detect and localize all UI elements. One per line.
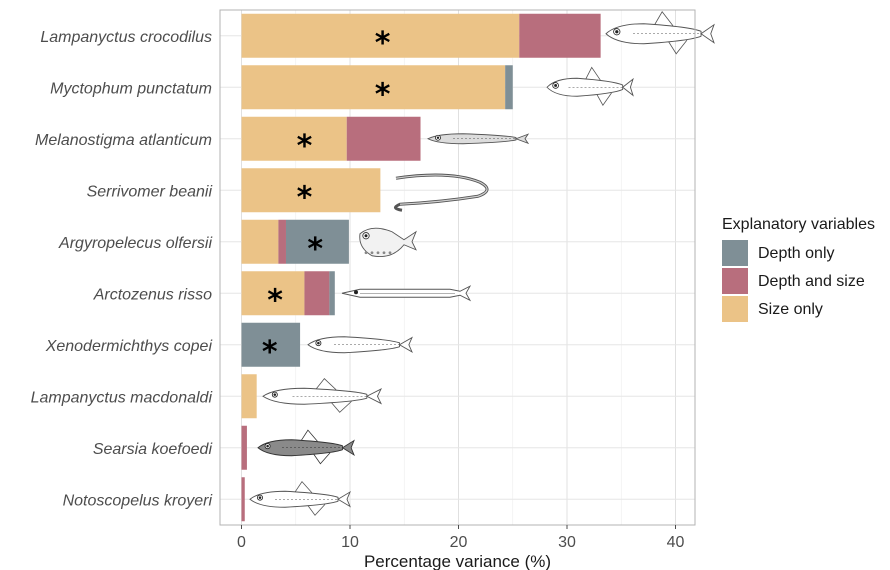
barracudina-icon (341, 285, 472, 302)
bar-depth-only (329, 271, 335, 316)
significance-star: * (307, 232, 323, 267)
sawtooth-eel-icon (394, 173, 489, 212)
bar-depth-only (241, 322, 301, 367)
y-tick-label: Argyropelecus olfersii (58, 235, 212, 252)
bar-size-only (241, 13, 520, 58)
bar-size-only (241, 168, 381, 213)
x-tick-label: 0 (237, 534, 246, 551)
panel-border (219, 9, 696, 526)
fish-illustrations (249, 11, 715, 516)
y-tick-label: Lampanyctus crocodilus (40, 29, 212, 46)
bar-size-only (241, 374, 257, 419)
x-tick-label: 40 (667, 534, 685, 551)
lanternfish-icon (605, 11, 715, 55)
annotations: * * * * * * * (262, 26, 391, 370)
y-tick-label: Melanostigma atlanticum (35, 132, 212, 149)
bar-size-only (241, 271, 305, 316)
legend-label: Depth only (758, 245, 835, 262)
legend-key (722, 296, 748, 322)
x-axis-label: Percentage variance (%) (364, 552, 551, 570)
bars (241, 13, 601, 522)
significance-star: * (297, 180, 313, 215)
lanternfish-icon (262, 378, 382, 413)
legend-key (722, 240, 748, 266)
x-tick-label: 30 (558, 534, 576, 551)
legend-label: Depth and size (758, 273, 865, 290)
significance-star: * (262, 335, 278, 370)
bar-depth-and-size (346, 116, 421, 161)
legend-title: Explanatory variables (722, 216, 875, 233)
y-tick-label: Xenodermichthys copei (45, 338, 213, 355)
tubeshoulder-icon (257, 429, 355, 465)
x-tick-label: 20 (450, 534, 468, 551)
bar-depth-and-size (519, 13, 601, 58)
y-axis-labels: Lampanyctus crocodilus Myctophum punctatu… (31, 29, 213, 510)
significance-star: * (375, 77, 391, 112)
y-tick-label: Searsia koefoedi (93, 441, 213, 458)
eelpout-icon (426, 133, 530, 145)
significance-star: * (267, 283, 283, 318)
bar-depth-only (505, 65, 513, 110)
y-tick-label: Myctophum punctatum (50, 80, 212, 97)
bar-size-only (241, 65, 506, 110)
bar-depth-and-size (304, 271, 330, 316)
bar-depth-and-size (241, 477, 245, 522)
significance-star: * (375, 26, 391, 61)
y-tick-label: Notoscopelus kroyeri (63, 492, 213, 509)
hatchetfish-icon (359, 227, 417, 258)
x-tick-label: 10 (341, 534, 359, 551)
y-tick-label: Serrivomer beanii (87, 183, 213, 200)
bar-size-only (241, 116, 347, 161)
legend-key (722, 268, 748, 294)
legend: Explanatory variables Depth only Depth an… (722, 216, 875, 322)
y-tick-label: Arctozenus risso (93, 286, 212, 303)
lanternfish-icon (546, 66, 634, 107)
bar-depth-and-size (241, 425, 247, 470)
bar-depth-and-size (278, 219, 286, 264)
y-tick-label: Lampanyctus macdonaldi (31, 389, 213, 406)
bar-size-only (241, 219, 279, 264)
lanternfish-icon (249, 480, 351, 516)
significance-star: * (297, 129, 313, 164)
smooth-head-icon (307, 336, 413, 354)
x-axis-ticks: 0 10 20 30 40 (237, 525, 685, 551)
bar-depth-only (285, 219, 349, 264)
legend-label: Size only (758, 301, 823, 318)
